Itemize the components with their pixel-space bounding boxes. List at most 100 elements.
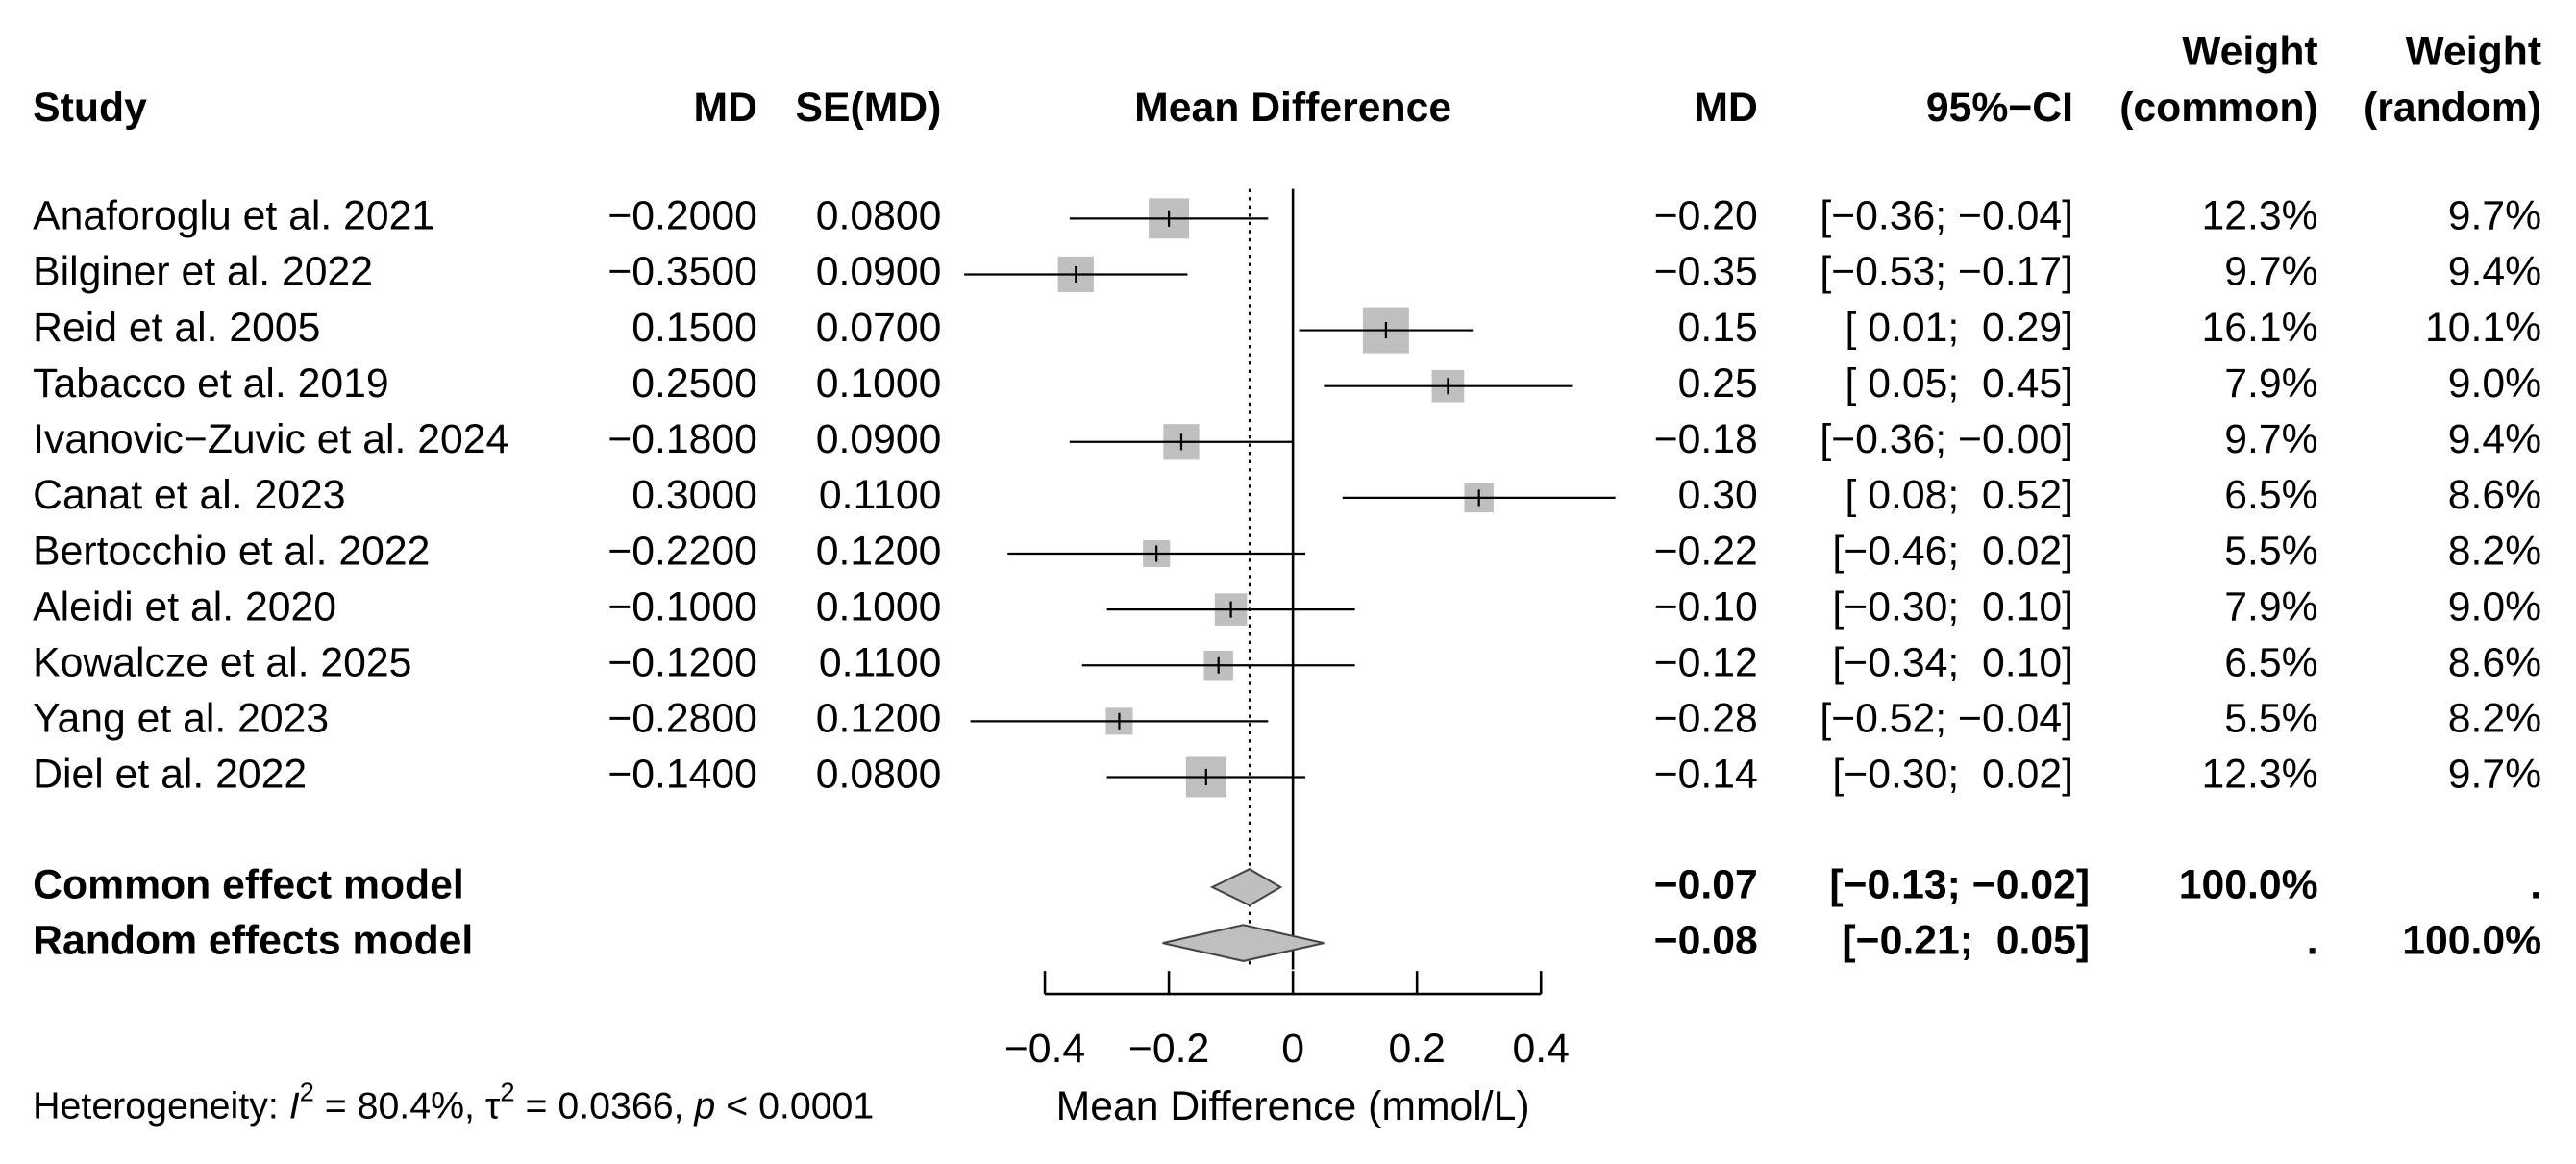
model-md: −0.08 bbox=[1654, 917, 1758, 963]
model-ci: [−0.13; −0.02] bbox=[1829, 861, 2090, 907]
heterogeneity: Heterogeneity: I2 = 80.4%, τ2 = 0.0366, … bbox=[33, 1077, 874, 1128]
study-name: Ivanovic−Zuvic et al. 2024 bbox=[33, 416, 508, 462]
x-tick-label: 0.2 bbox=[1388, 1026, 1445, 1072]
se-value: 0.1200 bbox=[816, 528, 942, 574]
md-label: −0.35 bbox=[1654, 249, 1758, 295]
md-value: −0.1200 bbox=[607, 640, 757, 686]
heterogeneity-part: < 0.0001 bbox=[715, 1085, 874, 1127]
md-value: 0.1500 bbox=[632, 305, 757, 351]
heterogeneity-part: = 0.0366, bbox=[515, 1085, 695, 1127]
weight-random: 9.0% bbox=[2448, 583, 2541, 630]
md-label: −0.28 bbox=[1654, 696, 1758, 742]
se-value: 0.0800 bbox=[816, 193, 942, 239]
md-value: −0.1800 bbox=[607, 416, 757, 462]
study-name: Anaforoglu et al. 2021 bbox=[33, 193, 434, 239]
weight-random: 9.7% bbox=[2448, 752, 2541, 798]
study-name: Yang et al. 2023 bbox=[33, 696, 329, 742]
md-value: −0.2200 bbox=[607, 528, 757, 574]
study-name: Bilginer et al. 2022 bbox=[33, 249, 373, 295]
se-value: 0.0800 bbox=[816, 752, 942, 798]
weight-random: 8.2% bbox=[2448, 696, 2541, 742]
md-label: 0.25 bbox=[1678, 360, 1758, 407]
x-tick-label: −0.4 bbox=[1004, 1026, 1085, 1072]
study-name: Kowalcze et al. 2025 bbox=[33, 640, 411, 686]
ci-label: [−0.30; 0.02] bbox=[1832, 752, 2073, 798]
weight-common: 5.5% bbox=[2224, 528, 2317, 574]
se-value: 0.0900 bbox=[816, 249, 942, 295]
model-weight-random: 100.0% bbox=[2402, 917, 2541, 963]
model-name: Common effect model bbox=[33, 861, 464, 907]
weight-common: 9.7% bbox=[2224, 416, 2317, 462]
weight-random: 9.7% bbox=[2448, 193, 2541, 239]
weight-random: 9.0% bbox=[2448, 360, 2541, 407]
header-study: Study bbox=[33, 85, 147, 131]
header-weight: Weight bbox=[2182, 29, 2318, 75]
heterogeneity-part: τ bbox=[485, 1085, 501, 1127]
se-value: 0.0700 bbox=[816, 305, 942, 351]
md-value: −0.3500 bbox=[607, 249, 757, 295]
model-weight-common: 100.0% bbox=[2179, 861, 2318, 907]
ci-label: [−0.53; −0.17] bbox=[1820, 249, 2073, 295]
x-tick-label: −0.2 bbox=[1128, 1026, 1209, 1072]
weight-common: 7.9% bbox=[2224, 583, 2317, 630]
weight-common: 5.5% bbox=[2224, 696, 2317, 742]
md-value: −0.2000 bbox=[607, 193, 757, 239]
ci-label: [−0.46; 0.02] bbox=[1832, 528, 2073, 574]
model-weight-random: . bbox=[2530, 861, 2541, 907]
header-weight: (common) bbox=[2119, 85, 2317, 131]
weight-common: 9.7% bbox=[2224, 249, 2317, 295]
x-axis-label: Mean Difference (mmol/L) bbox=[1056, 1083, 1530, 1129]
md-label: −0.12 bbox=[1654, 640, 1758, 686]
md-label: −0.14 bbox=[1654, 752, 1758, 798]
weight-common: 12.3% bbox=[2202, 193, 2318, 239]
ci-label: [−0.52; −0.04] bbox=[1820, 696, 2073, 742]
md-label: 0.15 bbox=[1678, 305, 1758, 351]
weight-random: 10.1% bbox=[2425, 305, 2541, 351]
weight-common: 6.5% bbox=[2224, 640, 2317, 686]
model-weight-common: . bbox=[2307, 917, 2318, 963]
md-value: 0.2500 bbox=[632, 360, 757, 407]
x-tick-label: 0.4 bbox=[1513, 1026, 1570, 1072]
weight-common: 16.1% bbox=[2202, 305, 2318, 351]
md-value: 0.3000 bbox=[632, 472, 757, 518]
md-label: 0.30 bbox=[1678, 472, 1758, 518]
header-weight: (random) bbox=[2364, 85, 2541, 131]
weight-random: 9.4% bbox=[2448, 416, 2541, 462]
ci-label: [ 0.05; 0.45] bbox=[1845, 360, 2072, 407]
header-se: SE(MD) bbox=[795, 85, 941, 131]
study-name: Aleidi et al. 2020 bbox=[33, 583, 336, 630]
md-label: −0.18 bbox=[1654, 416, 1758, 462]
weight-common: 7.9% bbox=[2224, 360, 2317, 407]
md-value: −0.1000 bbox=[607, 583, 757, 630]
ci-label: [ 0.08; 0.52] bbox=[1845, 472, 2072, 518]
se-value: 0.0900 bbox=[816, 416, 942, 462]
study-name: Reid et al. 2005 bbox=[33, 305, 320, 351]
weight-random: 9.4% bbox=[2448, 249, 2541, 295]
md-value: −0.2800 bbox=[607, 696, 757, 742]
se-value: 0.1100 bbox=[819, 472, 942, 518]
model-ci: [−0.21; 0.05] bbox=[1842, 917, 2090, 963]
ci-label: [−0.34; 0.10] bbox=[1832, 640, 2073, 686]
md-value: −0.1400 bbox=[607, 752, 757, 798]
se-value: 0.1000 bbox=[816, 583, 942, 630]
model-diamond bbox=[1209, 868, 1283, 906]
weight-random: 8.6% bbox=[2448, 640, 2541, 686]
ci-label: [−0.36; −0.00] bbox=[1820, 416, 2073, 462]
model-diamond bbox=[1162, 924, 1325, 962]
heterogeneity-part: I bbox=[289, 1085, 300, 1127]
model-md: −0.07 bbox=[1654, 861, 1758, 907]
study-name: Canat et al. 2023 bbox=[33, 472, 345, 518]
weight-common: 12.3% bbox=[2202, 752, 2318, 798]
x-tick-label: 0 bbox=[1281, 1026, 1304, 1072]
heterogeneity-part: 2 bbox=[300, 1077, 314, 1107]
se-value: 0.1200 bbox=[816, 696, 942, 742]
se-value: 0.1100 bbox=[819, 640, 942, 686]
md-label: −0.22 bbox=[1654, 528, 1758, 574]
ci-label: [ 0.01; 0.29] bbox=[1845, 305, 2072, 351]
study-name: Tabacco et al. 2019 bbox=[33, 360, 388, 407]
study-name: Bertocchio et al. 2022 bbox=[33, 528, 430, 574]
se-value: 0.1000 bbox=[816, 360, 942, 407]
weight-random: 8.2% bbox=[2448, 528, 2541, 574]
